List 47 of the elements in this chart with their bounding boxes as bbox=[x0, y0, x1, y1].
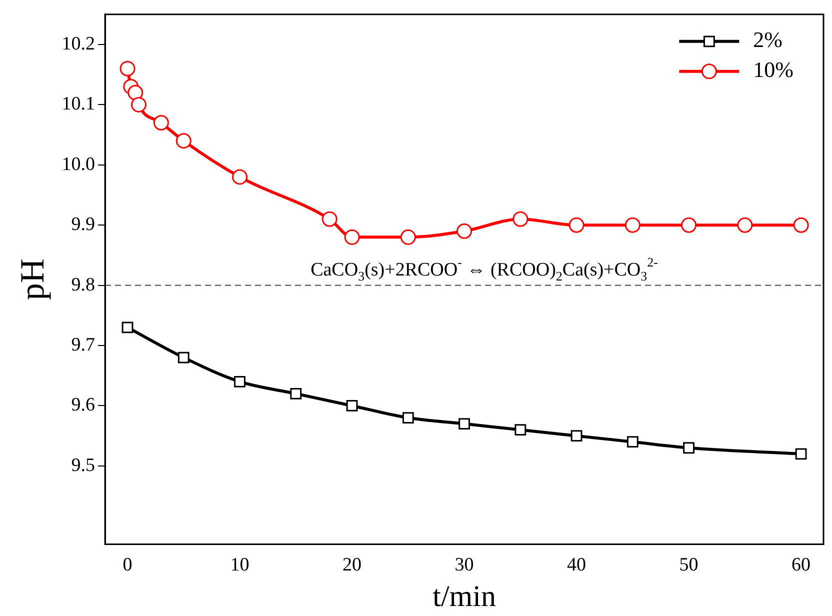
point bbox=[232, 169, 248, 185]
point bbox=[344, 229, 360, 245]
point bbox=[153, 115, 169, 131]
point bbox=[346, 400, 358, 412]
point bbox=[793, 217, 809, 233]
point bbox=[683, 442, 694, 454]
y-tick-label: 9.5 bbox=[71, 454, 96, 476]
y-axis-title: pH bbox=[14, 258, 52, 300]
point bbox=[514, 424, 526, 436]
x-tick-label: 50 bbox=[679, 554, 698, 576]
point bbox=[568, 217, 584, 233]
y-tick-label: 9.8 bbox=[71, 274, 96, 296]
point bbox=[624, 217, 640, 233]
point bbox=[290, 388, 302, 400]
point bbox=[402, 412, 414, 424]
point bbox=[120, 60, 136, 76]
point bbox=[570, 430, 582, 442]
legend-label: 10% bbox=[753, 57, 794, 82]
y-tick-label: 9.9 bbox=[71, 214, 96, 236]
x-tick-label: 40 bbox=[567, 554, 586, 576]
point bbox=[681, 217, 697, 233]
point bbox=[400, 229, 416, 245]
x-tick-label: 60 bbox=[792, 554, 811, 576]
point bbox=[795, 448, 807, 460]
x-tick-label: 30 bbox=[454, 554, 474, 576]
legend-label: 2% bbox=[753, 27, 782, 52]
point bbox=[456, 223, 472, 239]
point bbox=[512, 211, 528, 227]
x-tick-label: 0 bbox=[122, 554, 132, 576]
point bbox=[128, 84, 144, 100]
y-tick-label: 10.1 bbox=[62, 94, 96, 115]
point bbox=[626, 436, 638, 448]
point bbox=[122, 322, 134, 334]
y-tick-label: 10.2 bbox=[62, 33, 96, 54]
y-tick-label: 9.6 bbox=[71, 394, 96, 416]
point bbox=[458, 418, 470, 430]
point bbox=[737, 217, 753, 233]
point bbox=[176, 133, 192, 149]
y-tick-label: 9.7 bbox=[71, 334, 96, 356]
x-axis-title: t/min bbox=[432, 580, 496, 613]
point bbox=[322, 211, 338, 227]
point bbox=[234, 376, 246, 388]
x-tick-label: 10 bbox=[230, 554, 250, 576]
y-tick-label: 10.0 bbox=[62, 154, 96, 175]
x-tick-label: 20 bbox=[342, 554, 362, 576]
point bbox=[130, 96, 146, 112]
point bbox=[178, 352, 190, 364]
